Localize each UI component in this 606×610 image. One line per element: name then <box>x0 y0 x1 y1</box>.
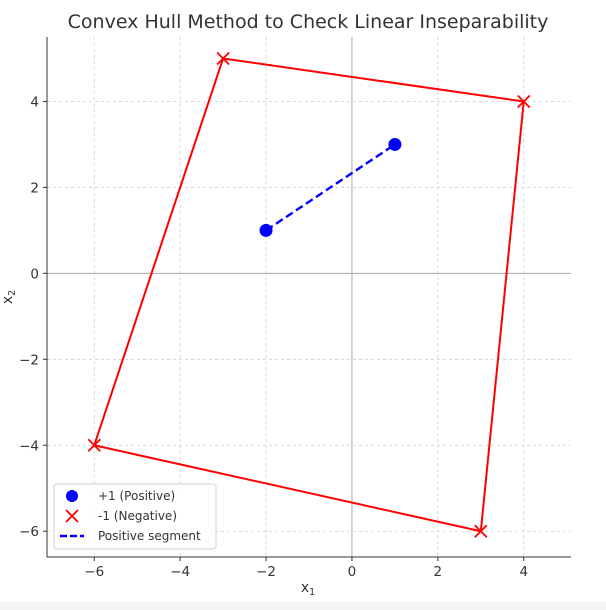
positive-segment-line <box>265 143 396 232</box>
legend-x-marker <box>65 509 79 523</box>
tick-labels: −6 −4 −2 0 2 4 −6 −4 −2 0 2 4 <box>19 94 528 580</box>
axes-frame <box>46 37 571 558</box>
y-tick-label: −2 <box>19 352 39 368</box>
legend-box <box>53 483 217 550</box>
x-tick-label: 0 <box>348 564 357 580</box>
x-tick-label: −2 <box>256 564 276 580</box>
negative-point <box>216 51 230 66</box>
legend-label: Positive segment <box>98 529 201 543</box>
y-tick-label: −6 <box>19 524 39 540</box>
y-axis-label: x2 <box>0 290 18 304</box>
bottom-strip <box>0 602 606 610</box>
x-axis-label: x1 <box>301 580 315 598</box>
y-tick-label: −4 <box>19 438 39 454</box>
positive-segment-layer <box>265 143 396 232</box>
legend-label: -1 (Negative) <box>98 509 177 523</box>
chart-title: Convex Hull Method to Check Linear Insep… <box>68 11 549 33</box>
legend: +1 (Positive) -1 (Negative) Positive segme… <box>53 483 217 550</box>
x-tick-label: −6 <box>84 564 104 580</box>
zero-axis-lines <box>47 37 571 557</box>
positive-point <box>259 223 273 237</box>
negative-point <box>474 524 488 538</box>
data-points <box>87 51 531 538</box>
y-tick-label: 2 <box>30 180 39 196</box>
x-tick-label: −4 <box>170 564 190 580</box>
positive-point <box>388 137 402 151</box>
convex-hull <box>93 57 525 533</box>
grid <box>47 37 571 557</box>
negative-point <box>517 94 531 109</box>
y-tick-label: 0 <box>30 266 39 282</box>
legend-label: +1 (Positive) <box>98 489 175 503</box>
x-tick-label: 4 <box>519 564 528 580</box>
x-tick-label: 2 <box>434 564 443 580</box>
legend-circle-marker <box>66 490 78 502</box>
negative-point <box>87 438 101 452</box>
hull-line <box>93 57 525 533</box>
y-tick-label: 4 <box>30 94 39 110</box>
